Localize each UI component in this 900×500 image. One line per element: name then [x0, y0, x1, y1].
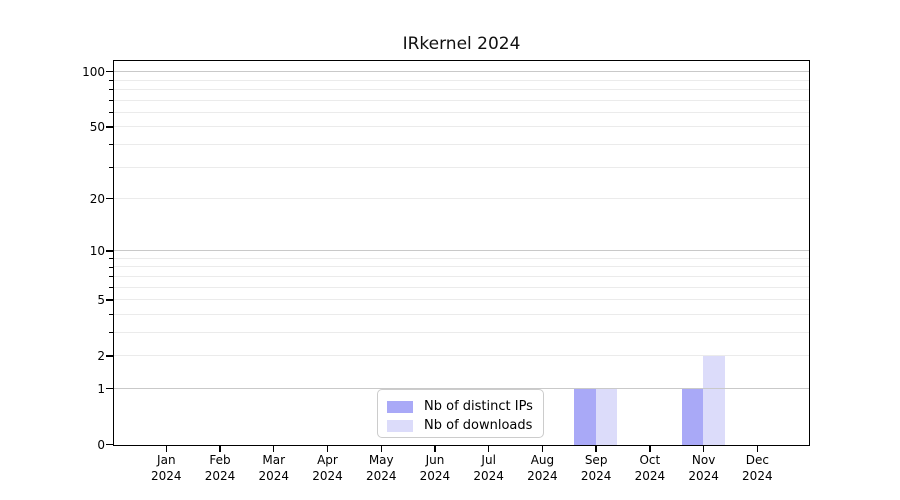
bar-nov-downloads	[703, 356, 725, 445]
x-tick-mark	[326, 446, 329, 452]
y-tick-label: 1	[97, 381, 105, 396]
major-gridline	[114, 71, 809, 73]
x-tick-mark	[702, 446, 705, 452]
minor-gridline	[114, 99, 809, 101]
x-tick-mark	[165, 446, 167, 452]
y-minor-tick-mark	[109, 332, 113, 334]
y-minor-tick-mark	[109, 266, 113, 268]
x-tick-label: Mar 2024	[258, 453, 290, 483]
x-tick-label: Feb 2024	[204, 453, 236, 483]
y-minor-tick-mark	[109, 111, 113, 114]
bar-sep-distinct-ips	[574, 389, 596, 445]
major-gridline	[114, 250, 809, 252]
y-minor-tick-mark	[109, 276, 113, 278]
legend-swatch-downloads	[387, 419, 413, 432]
x-tick-mark	[380, 446, 382, 452]
x-tick-mark	[488, 446, 490, 452]
minor-gridline	[114, 88, 809, 90]
y-minor-tick-mark	[109, 144, 113, 146]
y-minor-tick-mark	[109, 258, 113, 260]
y-tick-label: 50	[89, 119, 105, 134]
x-tick-mark	[434, 446, 436, 452]
x-tick-label: Jul 2024	[473, 453, 504, 483]
y-minor-tick-mark	[109, 299, 113, 301]
x-tick-label: Sep 2024	[580, 453, 612, 483]
minor-gridline	[114, 313, 809, 315]
minor-gridline	[114, 111, 809, 113]
y-minor-tick-mark	[109, 89, 113, 91]
x-tick-mark	[541, 446, 544, 452]
minor-gridline	[114, 198, 809, 200]
x-tick-label: May 2024	[365, 453, 397, 483]
minor-gridline	[114, 299, 809, 301]
y-minor-tick-mark	[109, 99, 113, 101]
minor-gridline	[114, 166, 809, 168]
x-tick-mark	[756, 446, 758, 452]
y-minor-tick-mark	[109, 355, 113, 357]
x-tick-label: Apr 2024	[312, 453, 343, 483]
y-tick-mark	[106, 444, 113, 446]
legend-entry-downloads: Nb of downloads	[387, 417, 534, 434]
x-tick-label: Aug 2024	[527, 453, 558, 483]
y-minor-tick-mark	[109, 314, 113, 316]
plot-inner	[114, 61, 809, 445]
x-tick-label: Nov 2024	[688, 453, 719, 483]
y-minor-tick-mark	[109, 79, 113, 81]
minor-gridline	[114, 275, 809, 277]
plot-area	[113, 60, 810, 446]
y-tick-label: 20	[89, 191, 105, 206]
x-tick-label: Oct 2024	[634, 453, 666, 483]
y-minor-tick-mark	[109, 198, 113, 200]
y-tick-mark	[106, 71, 113, 73]
minor-gridline	[114, 332, 809, 333]
minor-gridline	[114, 126, 809, 128]
x-tick-mark	[649, 446, 651, 452]
major-gridline	[114, 388, 809, 389]
legend-swatch-distinct-ips	[387, 400, 413, 413]
minor-gridline	[114, 143, 809, 145]
bar-nov-distinct-ips	[681, 389, 704, 445]
y-tick-label: 5	[97, 292, 105, 307]
legend-label-distinct-ips: Nb of distinct IPs	[424, 399, 533, 414]
y-tick-label: 0	[97, 437, 105, 452]
legend-entry-distinct-ips: Nb of distinct IPs	[387, 398, 534, 415]
minor-gridline	[114, 257, 809, 259]
y-tick-mark	[106, 387, 113, 390]
legend: Nb of distinct IPs Nb of downloads	[377, 389, 544, 438]
legend-label-downloads: Nb of downloads	[424, 418, 533, 433]
x-tick-label: Jun 2024	[419, 453, 451, 483]
minor-gridline	[114, 79, 809, 81]
x-tick-label: Dec 2024	[742, 453, 773, 483]
minor-gridline	[114, 286, 809, 288]
x-tick-mark	[219, 446, 221, 452]
y-tick-label: 100	[82, 64, 105, 79]
minor-gridline	[114, 355, 809, 357]
chart-title: IRkernel 2024	[402, 34, 521, 54]
y-minor-tick-mark	[109, 166, 113, 168]
y-tick-label: 10	[89, 243, 105, 258]
x-tick-label: Jan 2024	[151, 453, 182, 483]
y-tick-mark	[106, 250, 113, 252]
y-minor-tick-mark	[109, 126, 113, 128]
minor-gridline	[114, 266, 809, 268]
y-minor-tick-mark	[109, 286, 113, 289]
y-tick-label: 2	[97, 348, 105, 363]
x-tick-mark	[595, 446, 597, 452]
bar-sep-downloads	[595, 389, 618, 445]
x-tick-mark	[273, 446, 275, 452]
